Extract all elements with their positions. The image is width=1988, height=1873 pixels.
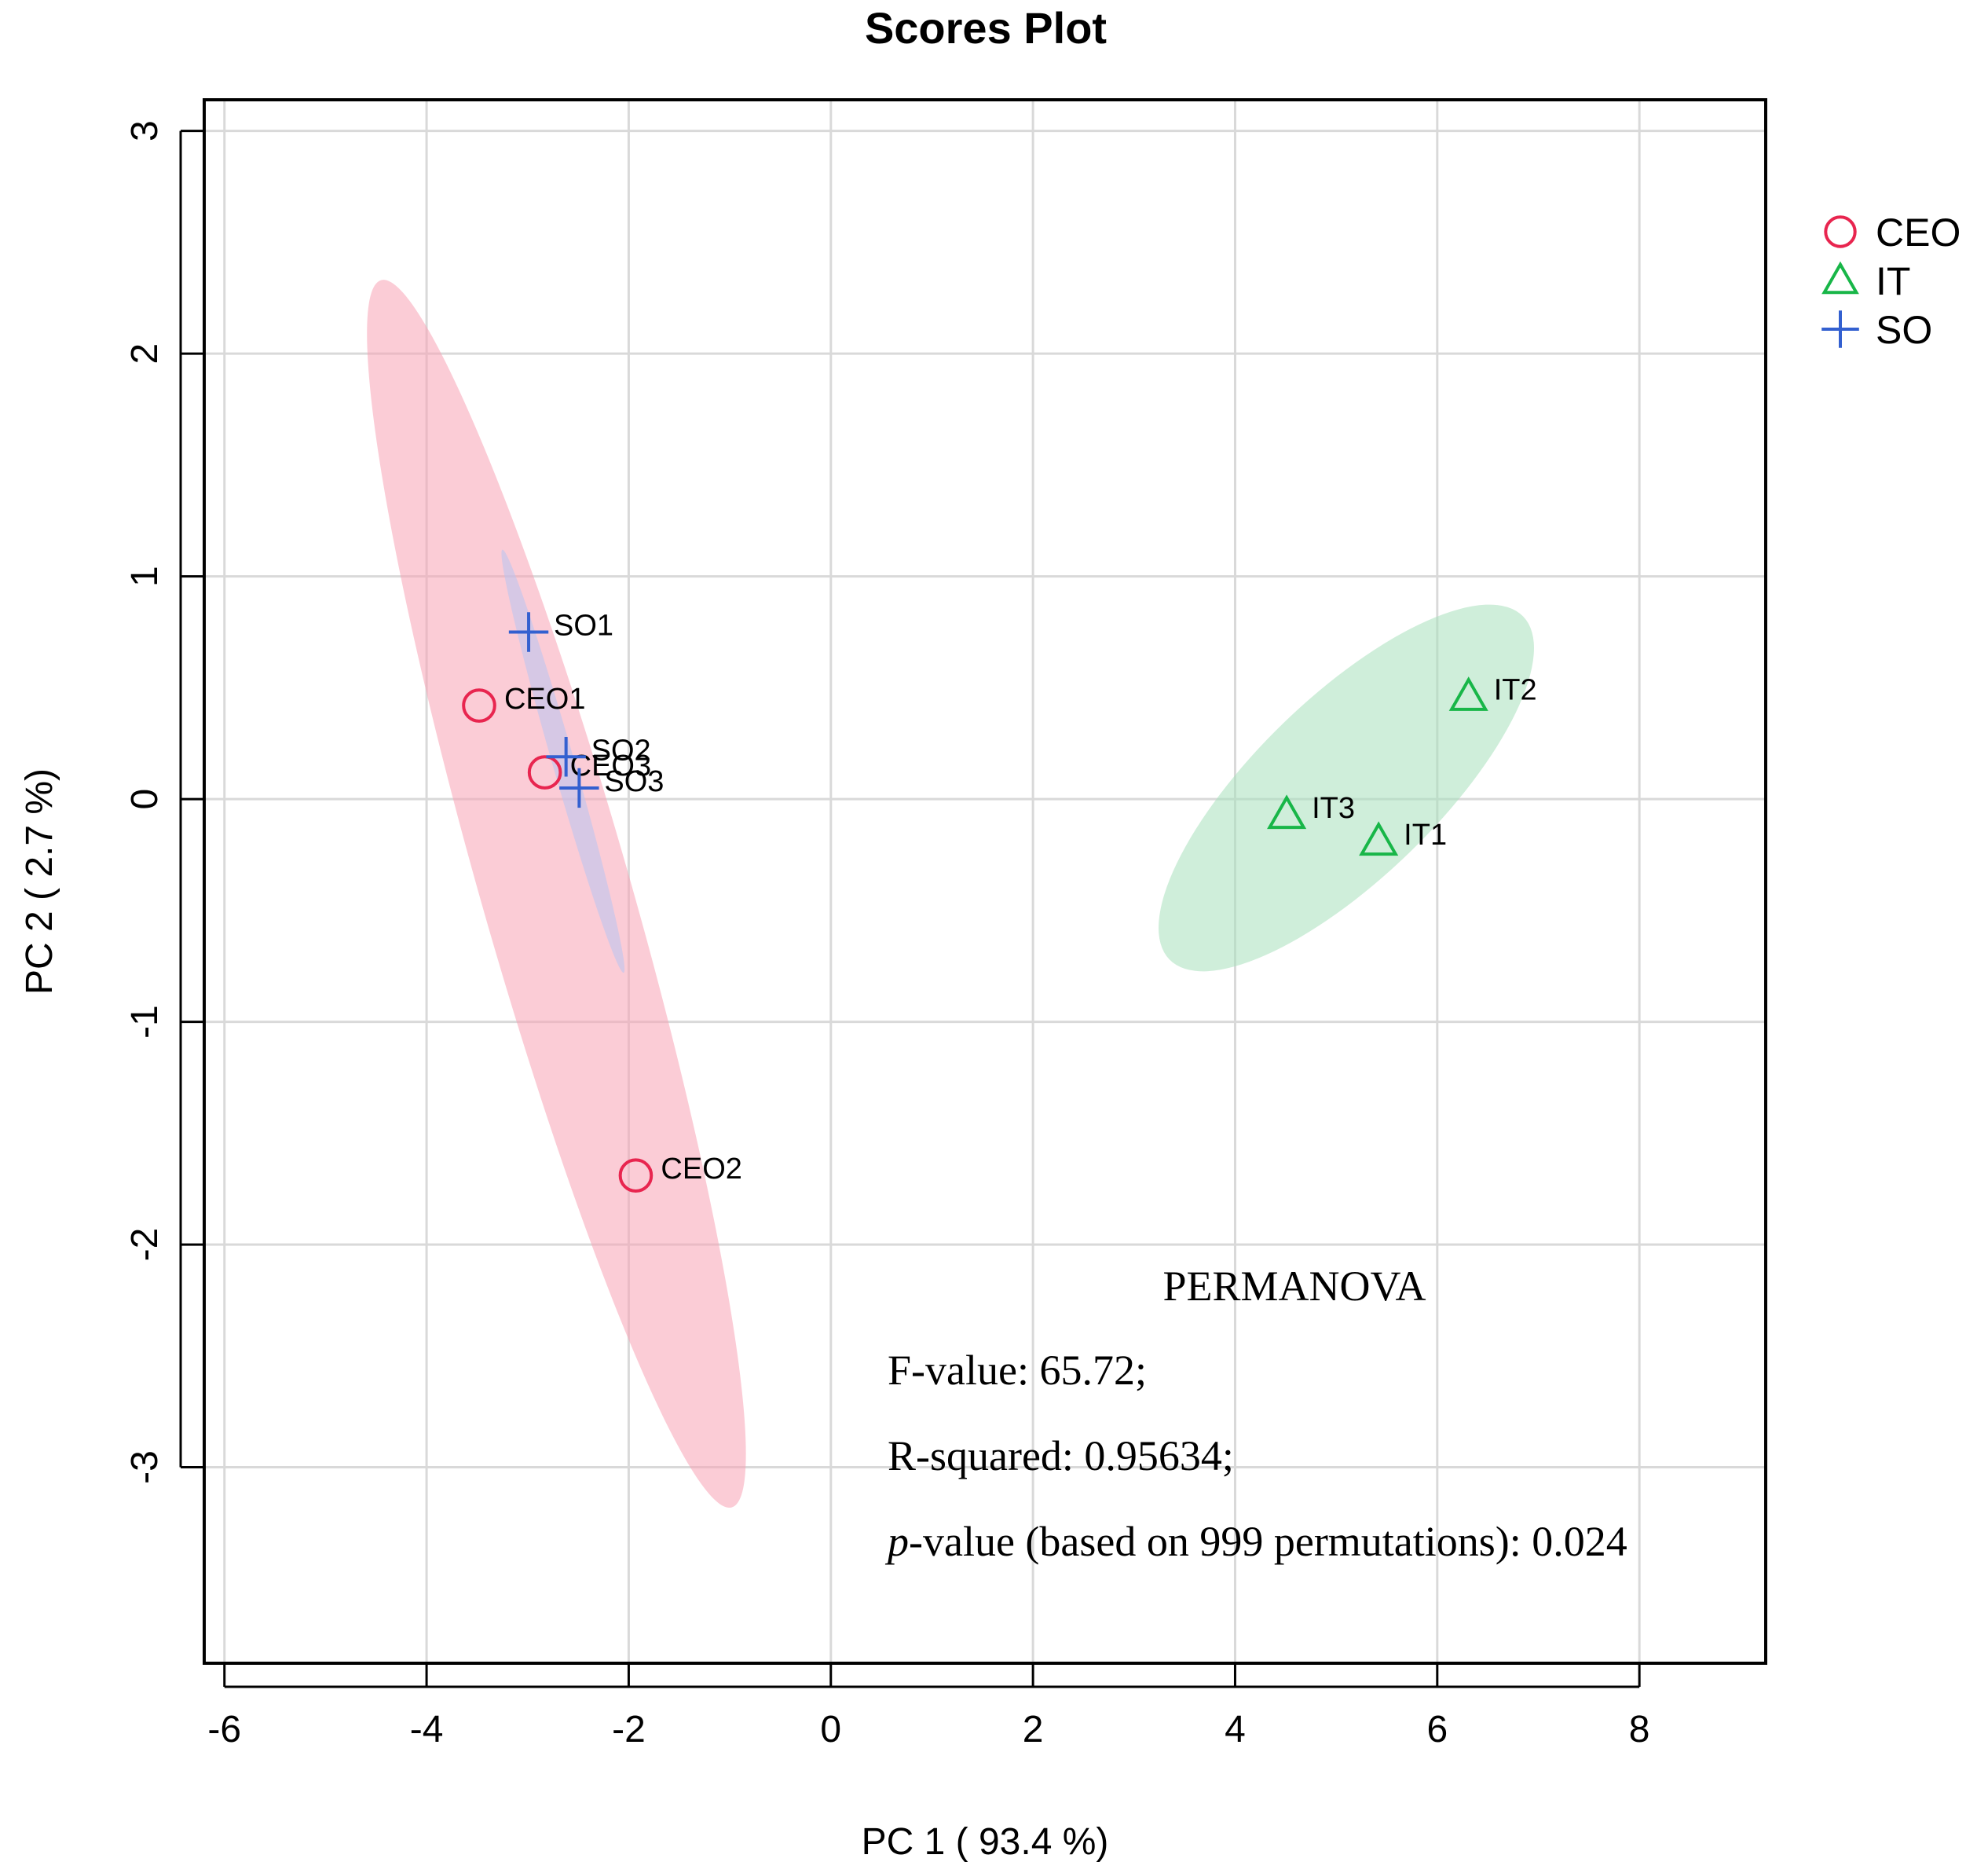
legend-marker-it xyxy=(1821,261,1859,295)
permanova-heading: PERMANOVA xyxy=(1162,1263,1426,1310)
p-italic: p xyxy=(884,1518,909,1565)
ceo-point xyxy=(527,755,562,790)
y-axis: -3 -2 -1 0 1 2 3 xyxy=(124,120,204,1484)
x-tick-label: 8 xyxy=(1629,1709,1650,1750)
y-tick-label: 3 xyxy=(124,120,166,141)
ceo-ellipse xyxy=(367,280,746,1508)
legend-label: SO xyxy=(1876,308,1932,352)
ceo-point xyxy=(462,688,496,723)
permanova-r-squared: R-squared: 0.95634; xyxy=(888,1432,1234,1479)
y-tick-label: -1 xyxy=(124,1005,166,1039)
y-tick-label: -3 xyxy=(124,1450,166,1484)
it-point xyxy=(1359,821,1399,856)
legend-marker-ceo xyxy=(1824,215,1857,248)
chart-title: Scores Plot xyxy=(865,3,1107,53)
point-label: SO1 xyxy=(554,610,613,643)
plot-frame xyxy=(203,98,1767,1665)
so-point xyxy=(559,768,599,808)
point-label: CEO1 xyxy=(504,683,585,716)
so-ellipse xyxy=(501,549,625,973)
x-tick-label: 6 xyxy=(1426,1709,1448,1750)
x-tick-label: 0 xyxy=(820,1709,841,1750)
x-axis: -6 -4 -2 0 2 4 6 8 xyxy=(207,1663,1650,1750)
point-label: SO3 xyxy=(604,765,664,798)
ceo-point xyxy=(618,1158,654,1193)
x-tick-label: 4 xyxy=(1225,1709,1246,1750)
y-axis-label: PC 2 ( 2.7 %) xyxy=(19,768,60,995)
y-tick-label: 0 xyxy=(124,789,166,810)
confidence-ellipses xyxy=(367,280,1534,1508)
permanova-f-value: F-value: 65.72; xyxy=(888,1347,1147,1394)
permanova-annotation: PERMANOVA F-value: 65.72; R-squared: 0.9… xyxy=(884,1263,1627,1565)
y-tick-label: 1 xyxy=(124,566,166,587)
it-ellipse xyxy=(1159,604,1534,972)
so-point xyxy=(508,612,549,652)
point-label: IT2 xyxy=(1494,674,1537,707)
grid xyxy=(204,100,1766,1663)
it-point xyxy=(1448,676,1488,711)
legend-marker-so xyxy=(1821,310,1859,348)
x-tick-label: -6 xyxy=(207,1709,241,1750)
x-tick-label: -4 xyxy=(410,1709,444,1750)
point-label: CEO2 xyxy=(661,1153,741,1186)
legend-label: CEO xyxy=(1876,211,1961,255)
point-label: CEO3 xyxy=(570,750,651,783)
so-point xyxy=(546,737,586,777)
point-label: IT3 xyxy=(1312,792,1355,825)
y-tick-label: 2 xyxy=(124,343,166,365)
y-tick-label: -2 xyxy=(124,1228,166,1262)
point-label: IT1 xyxy=(1404,819,1447,852)
point-label: SO2 xyxy=(591,734,651,767)
permanova-p-value: p-value (based on 999 permutations): 0.0… xyxy=(884,1518,1627,1565)
x-tick-label: -2 xyxy=(612,1709,646,1750)
legend-label: IT xyxy=(1876,259,1910,303)
it-point xyxy=(1267,794,1307,830)
x-axis-label: PC 1 ( 93.4 %) xyxy=(862,1821,1109,1863)
x-tick-label: 2 xyxy=(1023,1709,1044,1750)
p-value-rest: -value (based on 999 permutations): 0.02… xyxy=(909,1518,1627,1565)
